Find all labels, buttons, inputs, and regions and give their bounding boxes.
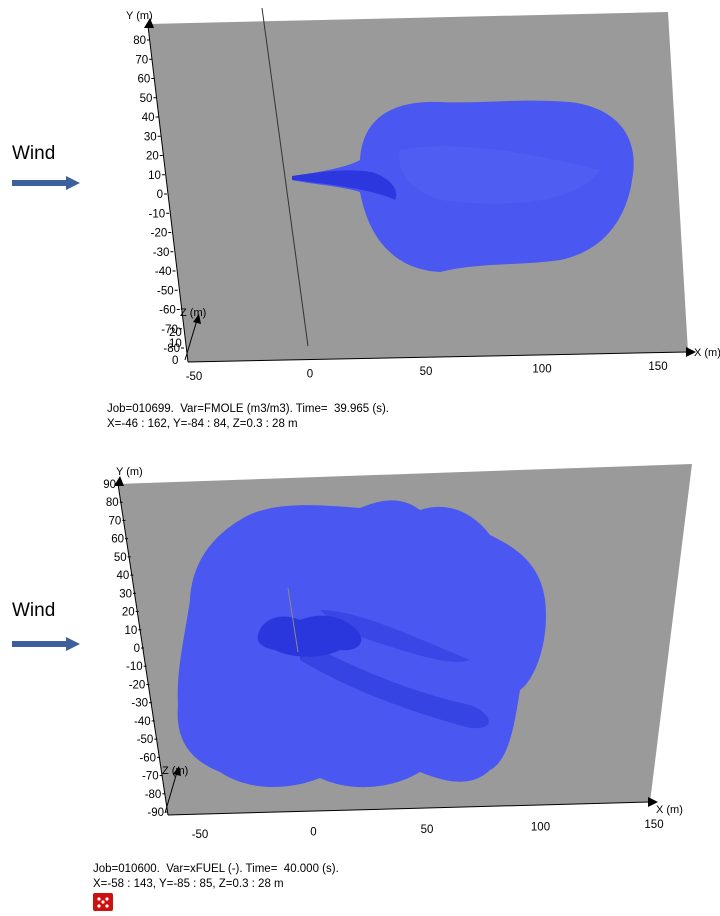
x-axis-arrow-icon [686, 347, 696, 357]
y-axis-arrow-icon [144, 18, 154, 28]
y-tick-label: 40 [142, 112, 155, 124]
y-tick-label: 20 [122, 607, 135, 619]
caption-top: Job=010699. Var=FMOLE (m3/m3). Time= 39.… [107, 402, 389, 432]
caption-bottom-line1: Job=010600. Var=xFUEL (-). Time= 40.000 … [93, 863, 339, 875]
wind-arrow-icon [12, 176, 80, 190]
x-axis [187, 351, 689, 363]
x-axis [167, 801, 651, 816]
z-tick: 0 [172, 355, 178, 367]
y-tick-label: -40 [155, 266, 172, 278]
y-tick-label: -90 [147, 807, 164, 819]
z-axis-title: Z (m) [162, 765, 188, 777]
plume-streak [300, 640, 489, 729]
x-tick-label: 50 [420, 366, 433, 378]
z-axis-title: Z (m) [180, 307, 206, 319]
x-axis-arrow-icon [648, 797, 658, 807]
z-axis-arrow-icon [193, 314, 201, 324]
x-tick-label: 100 [532, 364, 551, 376]
y-tick-label: 90 [103, 479, 116, 491]
x-tick-label: 0 [307, 369, 313, 381]
y-axis [147, 25, 189, 363]
x-ticks: -50 0 50 100 150 [186, 361, 668, 383]
y-tick-label: 70 [135, 54, 148, 66]
z-axis [184, 319, 198, 361]
y-tick-label: -10 [126, 661, 143, 673]
x-tick-label: 150 [644, 819, 663, 831]
x-tick-label: -50 [192, 829, 209, 841]
plume-shadow [292, 170, 397, 200]
y-tick-label: -80 [145, 789, 162, 801]
y-tick-label: 0 [134, 643, 140, 655]
y-tick-label: -80 [163, 343, 180, 355]
y-tick-label: 60 [111, 534, 124, 546]
plume-core [257, 615, 362, 657]
z-tick: 20 [169, 327, 182, 339]
caption-top-line2: X=-46 : 162, Y=-84 : 84, Z=0.3 : 28 m [107, 418, 298, 430]
y-tick-label: -10 [149, 208, 166, 220]
y-tick-label: 10 [125, 625, 138, 637]
y-axis-title: Y (m) [116, 466, 143, 478]
y-ticks: 90 80 70 60 50 40 30 20 10 0 -10 -20 -30 -40 -50 -60 -70… [103, 479, 168, 819]
x-tick-label: 150 [648, 361, 667, 373]
x-axis-title: X (m) [656, 804, 683, 816]
y-tick-label: -70 [142, 771, 159, 783]
y-tick-label: -40 [134, 716, 151, 728]
y-tick-label: 0 [157, 189, 163, 201]
y-tick-label: -60 [139, 752, 156, 764]
y-ticks: 80706050403020100-10-20-30-40-50-60-70-8… [133, 35, 184, 355]
plume-plot-bottom: Y (m) X (m) Z (m) 9080706050403020100-10… [103, 464, 692, 841]
caption-top-line1: Job=010699. Var=FMOLE (m3/m3). Time= 39.… [107, 403, 389, 415]
y-tick-label: -50 [137, 734, 154, 746]
x-tick-label: -50 [186, 371, 203, 383]
plume-plot-top: Y (m) X (m) Z (m) 80706050403020100-10-2… [126, 7, 720, 383]
y-axis-arrow-icon [114, 476, 124, 486]
source-line [261, 7, 309, 347]
y-tick-label: 50 [140, 93, 153, 105]
wind-label-bottom: Wind [12, 600, 56, 621]
caption-bottom-line2: X=-58 : 143, Y=-85 : 85, Z=0.3 : 28 m [93, 878, 284, 890]
z-axis [164, 771, 178, 814]
y-tick-label: -30 [153, 247, 170, 259]
y-tick-label: 50 [114, 552, 127, 564]
wind-label-top: Wind [12, 143, 56, 164]
y-tick-label: -70 [161, 324, 178, 336]
y-tick-label: 40 [117, 570, 130, 582]
x-tick-label: 100 [531, 822, 550, 834]
plume-streak [320, 610, 470, 662]
x-axis-title: X (m) [694, 347, 720, 359]
x-tick-label: 0 [310, 827, 316, 839]
y-tick-label: 30 [144, 131, 157, 143]
y-tick-label: 80 [106, 497, 119, 509]
z-tick: 10 [169, 338, 182, 350]
plume-highlight [399, 146, 600, 204]
y-tick-label: 70 [109, 515, 122, 527]
y-tick-label: 10 [148, 170, 161, 182]
y-tick-label: -20 [151, 228, 168, 240]
z-axis-arrow-icon [173, 766, 181, 776]
caption-bottom: Job=010600. Var=xFUEL (-). Time= 40.000 … [93, 862, 339, 892]
y-tick-label: -50 [157, 285, 174, 297]
plume-cloud [177, 500, 546, 788]
y-tick-label: -60 [159, 305, 176, 317]
wind-arrow-icon [12, 637, 80, 651]
source-line [287, 587, 299, 653]
y-tick-label: 60 [137, 74, 150, 86]
y-tick-label: 30 [119, 588, 132, 600]
x-tick-label: 50 [421, 824, 434, 836]
dice-logo-icon[interactable] [93, 893, 113, 911]
x-ticks: -50 0 50 100 150 [192, 819, 664, 841]
y-tick-label: 20 [146, 151, 159, 163]
y-tick-label: -30 [131, 698, 148, 710]
y-tick-label: 80 [133, 35, 146, 47]
y-tick-label: -20 [129, 679, 146, 691]
y-axis-title: Y (m) [126, 10, 153, 22]
